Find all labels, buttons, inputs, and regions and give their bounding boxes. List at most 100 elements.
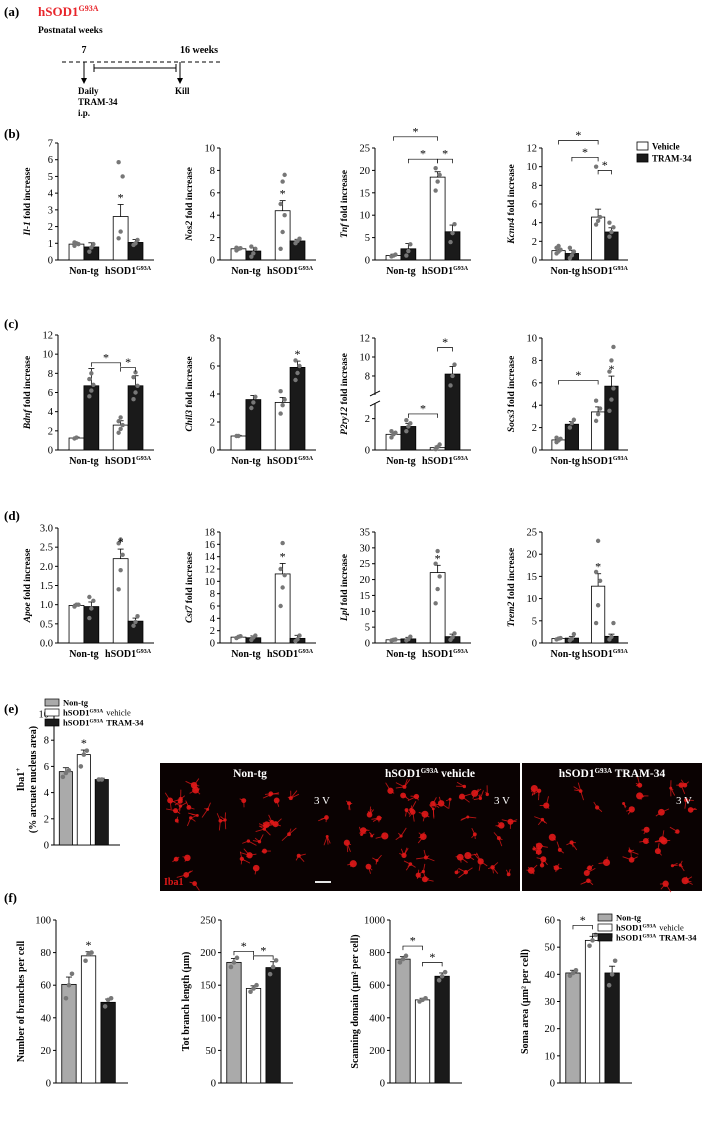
microglia-process <box>359 829 364 834</box>
micrograph-title-sup: G93A <box>421 767 439 775</box>
y-tick-label: 150 <box>200 981 216 992</box>
y-tick-label: 4 <box>210 211 216 222</box>
treatment-line-2: TRAM-34 <box>78 97 118 107</box>
y-tick-label: 0 <box>532 446 537 457</box>
data-point <box>133 619 138 625</box>
data-point <box>569 636 575 641</box>
y-tick-label: 12 <box>360 334 371 345</box>
microglia-process <box>375 860 378 865</box>
significance-star: * <box>602 158 608 172</box>
data-point <box>131 374 136 380</box>
microglia-process <box>177 798 181 801</box>
microglia-process <box>176 874 187 878</box>
gene-name: Chil3 <box>185 410 195 432</box>
y-axis-label: Apoe fold increase <box>23 549 33 624</box>
microglia-process <box>194 883 200 891</box>
microglia-process <box>455 856 461 858</box>
y-tick-label: 2 <box>532 237 537 248</box>
significance-bracket <box>233 950 254 956</box>
y-tick-label: 8 <box>365 371 370 382</box>
microglia-process <box>178 801 181 805</box>
data-point <box>452 362 457 367</box>
y-tick-label: 10 <box>43 350 54 361</box>
microglia-process <box>467 816 477 819</box>
significance-star: * <box>280 187 286 201</box>
significance-star: * <box>295 347 301 361</box>
data-point <box>397 960 403 965</box>
microglia-process <box>639 840 646 843</box>
y-tick-label: 2.0 <box>40 562 53 573</box>
microglia-process <box>534 816 543 821</box>
x-label-hsod-main: hSOD1 <box>105 266 136 277</box>
bar <box>429 176 446 261</box>
y-axis-label: Socs3 fold increase <box>507 356 517 432</box>
microglia-process <box>510 819 518 823</box>
data-point <box>435 586 440 592</box>
y-tick-label: 4 <box>210 390 216 401</box>
data-point <box>593 398 599 403</box>
microglia-process <box>536 857 544 860</box>
data-point <box>393 252 398 257</box>
legend-label-vehicle: Vehicle <box>652 142 680 152</box>
y-tick-label: 0 <box>365 446 370 457</box>
significance-star: * <box>575 368 581 382</box>
microglia-process <box>538 844 544 853</box>
microglia-process <box>395 786 405 789</box>
chart-d4: 0 5 10 15 20 25 Trem2 fold increase * Non-tg hSOD… <box>507 528 629 661</box>
y-axis-label: Number of branches per cell <box>16 941 27 1063</box>
microglia-process <box>406 809 410 814</box>
y-tick-label: 15 <box>360 591 371 602</box>
data-point <box>118 229 123 234</box>
y-tick-label: 0 <box>365 256 370 267</box>
data-point <box>91 598 96 604</box>
micrograph-title: hSOD1G93A TRAM-34 <box>559 767 666 780</box>
y-tick-label: 40 <box>41 1013 52 1024</box>
data-point <box>120 174 125 179</box>
microglia-process <box>480 860 488 867</box>
arrow-down-icon <box>177 78 183 84</box>
legend-swatch-vehicle <box>597 923 613 932</box>
chart-c3: 0 2 8 10 12 P2ry12 fold increase * * Non-tg hSOD1… <box>340 334 471 467</box>
microglia-process <box>422 863 426 872</box>
third-ventricle-label: 3 V <box>494 795 510 807</box>
data-point <box>389 435 394 440</box>
microglia-process <box>326 836 329 845</box>
x-label-hsod-main: hSOD1 <box>582 649 613 660</box>
microglia-process <box>467 853 478 857</box>
y-tick-label: 400 <box>369 1013 385 1024</box>
bar <box>265 967 281 1084</box>
data-point <box>452 221 457 227</box>
y-tick-label: 40 <box>545 970 556 981</box>
microglia-process <box>566 842 572 846</box>
x-label-hsod-main: hSOD1 <box>105 649 136 660</box>
microglia-process <box>402 795 410 800</box>
y-tick-label: 2 <box>210 418 215 429</box>
y-axis-label: P2ry12 fold increase <box>340 353 350 435</box>
microglia-process <box>184 857 188 862</box>
data-point <box>423 995 428 1001</box>
bar <box>429 572 446 644</box>
y-axis-label: Tot branch length (µm) <box>181 952 192 1052</box>
y-tick-label: 10 <box>360 211 371 222</box>
microglia-process <box>369 831 373 837</box>
y-tick-label: 30 <box>545 997 556 1008</box>
data-point <box>280 179 285 184</box>
microglia-process <box>368 866 373 871</box>
data-point <box>282 172 287 178</box>
microglia-process <box>473 797 481 801</box>
data-point <box>238 246 243 251</box>
microglia-process <box>636 776 641 786</box>
data-point <box>135 613 140 619</box>
ylabel-sup: + <box>14 768 22 772</box>
microglia-process <box>556 863 560 869</box>
microglia-process <box>248 840 257 846</box>
bar <box>68 605 85 644</box>
significance-bracket <box>572 925 593 930</box>
data-point <box>253 246 258 251</box>
significance-star: * <box>420 401 426 415</box>
y-tick-label: 2 <box>210 626 215 637</box>
y-axis-sublabel: (% arcuate nucleus area) <box>28 726 39 833</box>
significance-star: * <box>118 191 124 205</box>
data-point <box>118 567 123 573</box>
